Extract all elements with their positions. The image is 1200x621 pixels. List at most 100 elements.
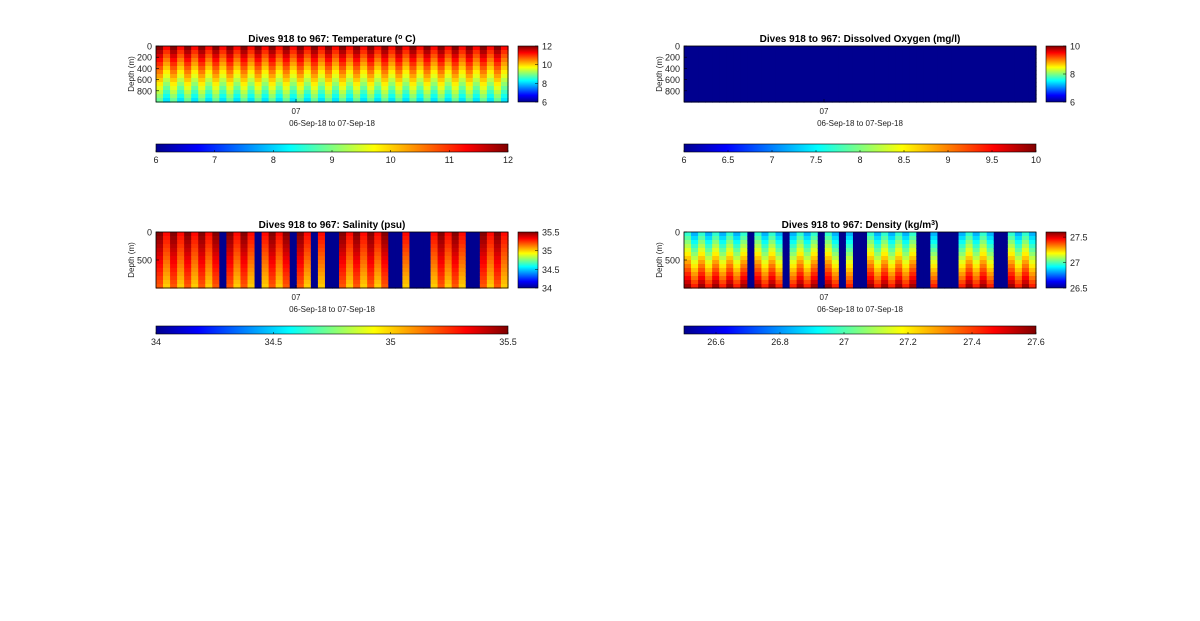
heatmap-cell bbox=[705, 46, 713, 51]
heatmap-cell bbox=[740, 50, 748, 55]
heatmap-cell bbox=[437, 98, 446, 103]
heatmap-cell bbox=[395, 58, 403, 63]
heatmap-cell bbox=[226, 248, 235, 253]
heatmap-cell bbox=[388, 66, 396, 71]
heatmap-cell bbox=[1007, 46, 1016, 51]
heatmap-cell bbox=[845, 244, 854, 249]
heatmap-cell bbox=[867, 252, 875, 257]
heatmap-cell bbox=[902, 50, 910, 55]
heatmap-cell bbox=[838, 248, 847, 253]
heatmap-cell bbox=[184, 66, 192, 71]
heatmap-cell bbox=[754, 66, 763, 71]
heatmap-cell bbox=[268, 240, 277, 245]
heatmap-cell bbox=[388, 94, 396, 99]
heatmap-cell bbox=[198, 62, 206, 67]
x-tick-label: 07 bbox=[292, 107, 301, 116]
heatmap-cell bbox=[275, 256, 284, 261]
heatmap-cell bbox=[684, 244, 692, 249]
heatmap-cell bbox=[705, 252, 713, 257]
heatmap-cell bbox=[852, 54, 861, 59]
heatmap-cell bbox=[184, 94, 192, 99]
heatmap-cell bbox=[479, 94, 488, 99]
heatmap-cell bbox=[972, 276, 981, 281]
heatmap-cell bbox=[177, 86, 185, 91]
heatmap-cell bbox=[909, 58, 917, 63]
heatmap-cell bbox=[430, 98, 439, 103]
heatmap-cell bbox=[1007, 54, 1016, 59]
heatmap-cell bbox=[156, 90, 164, 95]
heatmap-cell bbox=[430, 50, 439, 55]
heatmap-cell bbox=[789, 86, 798, 91]
heatmap-cell bbox=[1000, 50, 1009, 55]
heatmap-cell bbox=[395, 66, 403, 71]
heatmap-cell bbox=[437, 58, 446, 63]
heatmap-cell bbox=[993, 244, 1002, 249]
heatmap-cell bbox=[465, 252, 474, 257]
heatmap-cell bbox=[416, 70, 425, 75]
heatmap-cell bbox=[895, 98, 903, 103]
heatmap-cell bbox=[1000, 78, 1009, 83]
heatmap-cell bbox=[268, 58, 277, 63]
heatmap-cell bbox=[219, 54, 227, 59]
heatmap-cell bbox=[937, 50, 946, 55]
heatmap-cell bbox=[895, 232, 903, 237]
y-tick-label: 500 bbox=[137, 256, 152, 266]
heatmap-cell bbox=[1014, 74, 1023, 79]
heatmap-cell bbox=[493, 252, 502, 257]
heatmap-cell bbox=[275, 90, 284, 95]
heatmap-cell bbox=[275, 54, 284, 59]
heatmap-cell bbox=[684, 272, 692, 277]
heatmap-cell bbox=[430, 54, 439, 59]
heatmap-cell bbox=[212, 240, 220, 245]
heatmap-cell bbox=[381, 284, 389, 289]
heatmap-cell bbox=[261, 280, 270, 285]
heatmap-cell bbox=[726, 276, 734, 281]
heatmap-cell bbox=[170, 90, 178, 95]
heatmap-cell bbox=[1014, 284, 1023, 289]
heatmap-cell bbox=[339, 252, 347, 257]
heatmap-cell bbox=[416, 276, 425, 281]
heatmap-cell bbox=[775, 272, 784, 277]
heatmap-cell bbox=[838, 50, 847, 55]
heatmap-cell bbox=[684, 256, 692, 261]
heatmap-cell bbox=[930, 252, 939, 257]
heatmap-cell bbox=[705, 264, 713, 269]
heatmap-cell bbox=[402, 260, 411, 265]
heatmap-cell bbox=[691, 248, 699, 253]
heatmap-cell bbox=[163, 98, 171, 103]
heatmap-cell bbox=[979, 50, 988, 55]
heatmap-cell bbox=[360, 86, 368, 91]
heatmap-cell bbox=[367, 268, 375, 273]
heatmap-cell bbox=[733, 70, 741, 75]
heatmap-cell bbox=[324, 54, 333, 59]
heatmap-cell bbox=[240, 264, 249, 269]
heatmap-cell bbox=[937, 66, 946, 71]
heatmap-cell bbox=[1007, 268, 1016, 273]
heatmap-cell bbox=[156, 240, 164, 245]
heatmap-cell bbox=[740, 248, 748, 253]
heatmap-cell bbox=[296, 82, 305, 87]
heatmap-cell bbox=[740, 82, 748, 87]
heatmap-cell bbox=[754, 50, 763, 55]
heatmap-cell bbox=[789, 236, 798, 241]
heatmap-cell bbox=[184, 236, 192, 241]
heatmap-cell bbox=[888, 236, 896, 241]
heatmap-cell bbox=[184, 50, 192, 55]
heatmap-cell bbox=[902, 236, 910, 241]
heatmap-cell bbox=[493, 244, 502, 249]
heatmap-cell bbox=[824, 248, 833, 253]
heatmap-cell bbox=[698, 260, 706, 265]
heatmap-cell bbox=[324, 244, 333, 249]
colorbar-tick-label: 8 bbox=[542, 79, 547, 89]
heatmap-cell bbox=[810, 70, 819, 75]
heatmap-cell bbox=[796, 70, 805, 75]
heatmap-cell bbox=[972, 62, 981, 67]
heatmap-cell bbox=[472, 86, 481, 91]
heatmap-cell bbox=[430, 90, 439, 95]
heatmap-cell bbox=[860, 46, 868, 51]
heatmap-cell bbox=[705, 244, 713, 249]
heatmap-cell bbox=[409, 78, 418, 83]
heatmap-cell bbox=[747, 232, 755, 237]
heatmap-cell bbox=[874, 78, 882, 83]
heatmap-cell bbox=[409, 50, 418, 55]
